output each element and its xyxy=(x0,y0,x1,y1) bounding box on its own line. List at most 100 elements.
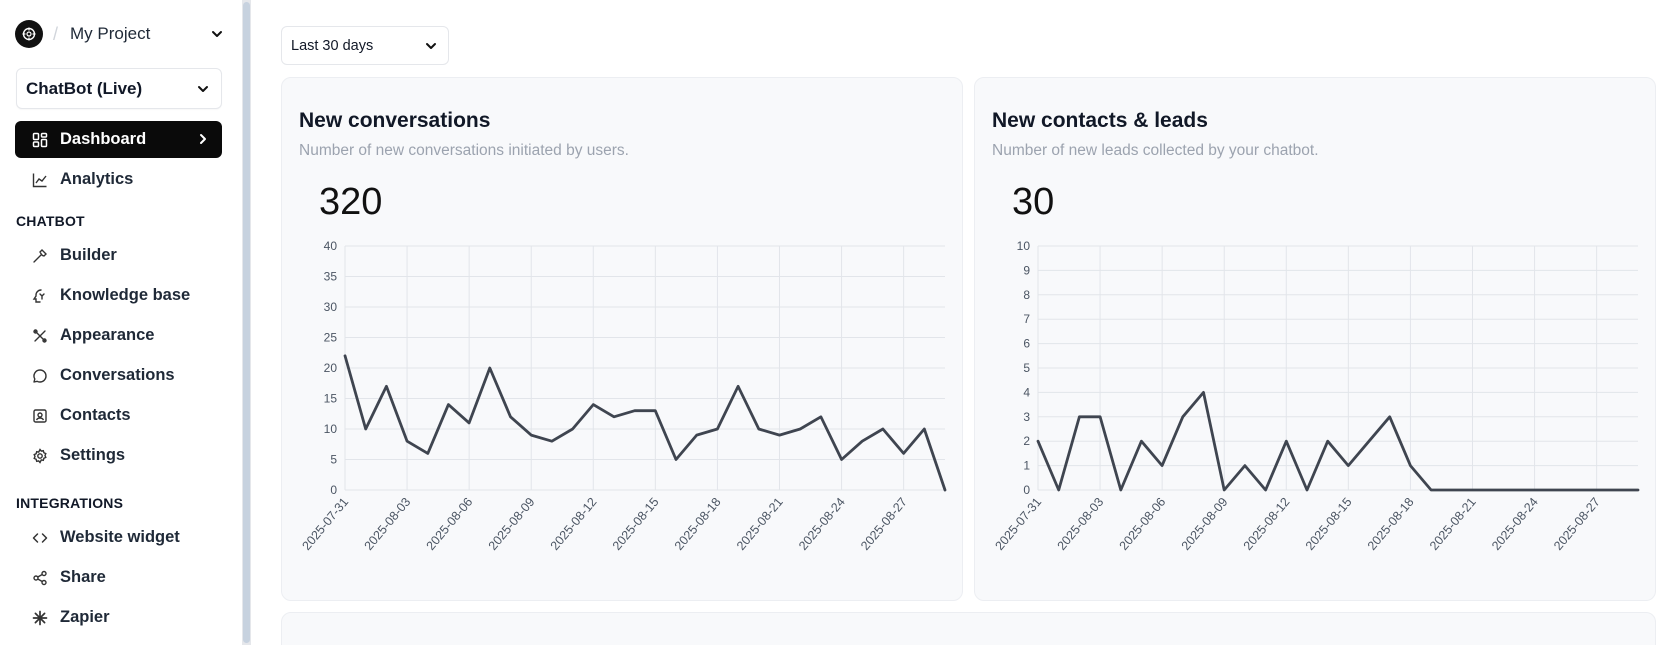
contact-card-icon xyxy=(31,407,49,425)
y-tick-label: 3 xyxy=(1023,410,1030,424)
nav-item-settings[interactable]: Settings xyxy=(15,437,222,474)
breadcrumb-separator: / xyxy=(53,23,59,44)
x-tick: 2025-08-27 xyxy=(1551,495,1603,553)
card-new-conversations: New conversations Number of new conversa… xyxy=(281,77,963,601)
nav-label: Knowledge base xyxy=(60,286,191,304)
nav-label: Dashboard xyxy=(60,130,147,148)
sidebar-scrollbar-thumb[interactable] xyxy=(243,2,250,643)
x-tick-label: 2025-08-03 xyxy=(362,495,414,553)
card-subtitle: Number of new leads collected by your ch… xyxy=(992,142,1319,159)
x-tick-label: 2025-08-15 xyxy=(1303,495,1355,553)
x-tick: 2025-08-03 xyxy=(362,495,414,553)
nav-label: Conversations xyxy=(60,366,175,384)
x-tick-label: 2025-08-15 xyxy=(610,495,662,553)
x-tick-label: 2025-08-09 xyxy=(486,495,538,553)
nav-item-share[interactable]: Share xyxy=(15,559,222,596)
nav-item-contacts[interactable]: Contacts xyxy=(15,397,222,434)
brain-icon xyxy=(31,287,49,305)
y-tick-label: 10 xyxy=(1017,239,1031,253)
x-tick-label: 2025-08-24 xyxy=(796,495,848,553)
x-tick-label: 2025-08-21 xyxy=(734,495,786,553)
x-tick-label: 2025-07-31 xyxy=(299,495,351,553)
code-icon xyxy=(31,529,49,547)
x-tick: 2025-08-15 xyxy=(610,495,662,553)
chevron-down-icon xyxy=(212,31,222,37)
x-tick-label: 2025-08-24 xyxy=(1489,495,1541,553)
x-tick-label: 2025-08-27 xyxy=(1551,495,1603,553)
dashboard-icon xyxy=(31,131,49,149)
nav-label: Settings xyxy=(60,446,126,464)
card-total: 320 xyxy=(319,181,383,223)
chevron-down-icon xyxy=(426,42,436,49)
nav-label: Website widget xyxy=(60,528,180,546)
x-tick-label: 2025-07-31 xyxy=(992,495,1044,553)
sidebar: / My Project ChatBot (Live) Dashboard An… xyxy=(0,0,242,645)
nav-item-appearance[interactable]: Appearance xyxy=(15,317,222,354)
sidebar-scrollbar[interactable] xyxy=(242,0,251,645)
project-switcher[interactable]: / My Project xyxy=(15,18,225,50)
nav-item-builder[interactable]: Builder xyxy=(15,237,222,274)
chatbot-select[interactable]: ChatBot (Live) xyxy=(16,68,222,109)
nav-item-conversations[interactable]: Conversations xyxy=(15,357,222,394)
series-line xyxy=(1036,390,1640,492)
nav-item-website-widget[interactable]: Website widget xyxy=(15,519,222,556)
nav-item-knowledge-base[interactable]: Knowledge base xyxy=(15,277,222,314)
nav-item-zapier[interactable]: Zapier xyxy=(15,599,222,636)
x-tick: 2025-08-06 xyxy=(424,495,476,553)
y-tick-label: 6 xyxy=(1023,337,1030,351)
y-tick-label: 2 xyxy=(1023,434,1030,448)
card-title: New conversations xyxy=(299,109,491,132)
chevron-right-icon xyxy=(200,134,206,144)
project-logo-icon xyxy=(15,20,43,48)
card-total: 30 xyxy=(1012,181,1055,223)
gear-icon xyxy=(31,447,49,465)
y-tick-label: 20 xyxy=(324,361,338,375)
x-tick: 2025-08-12 xyxy=(548,495,600,553)
brush-icon xyxy=(31,327,49,345)
x-tick: 2025-08-09 xyxy=(486,495,538,553)
card-bottom-partial xyxy=(281,612,1656,645)
card-new-contacts-leads: New contacts & leads Number of new leads… xyxy=(974,77,1656,601)
nav-label: Zapier xyxy=(60,608,110,626)
x-tick-label: 2025-08-09 xyxy=(1179,495,1231,553)
zapier-icon xyxy=(31,609,49,627)
x-tick: 2025-08-12 xyxy=(1241,495,1293,553)
nav-item-dashboard[interactable]: Dashboard xyxy=(15,121,222,158)
nav-label: Analytics xyxy=(60,170,134,188)
section-label-integrations: INTEGRATIONS xyxy=(16,495,124,511)
card-subtitle: Number of new conversations initiated by… xyxy=(299,142,629,159)
x-tick-label: 2025-08-21 xyxy=(1427,495,1479,553)
x-tick: 2025-08-06 xyxy=(1117,495,1169,553)
x-tick: 2025-08-27 xyxy=(858,495,910,553)
x-tick: 2025-08-21 xyxy=(1427,495,1479,553)
y-tick-label: 25 xyxy=(324,331,338,345)
section-label-chatbot: CHATBOT xyxy=(16,213,85,229)
project-name: My Project xyxy=(70,24,151,43)
hammer-icon xyxy=(31,247,49,265)
date-range-select[interactable]: Last 30 days xyxy=(281,26,449,65)
nav-label: Builder xyxy=(60,246,117,264)
x-tick: 2025-08-15 xyxy=(1303,495,1355,553)
x-tick: 2025-08-09 xyxy=(1179,495,1231,553)
x-tick-label: 2025-08-18 xyxy=(1365,495,1417,553)
nav-label: Share xyxy=(60,568,106,586)
nav-label: Contacts xyxy=(60,406,131,424)
x-tick: 2025-08-24 xyxy=(796,495,848,553)
x-tick: 2025-08-18 xyxy=(1365,495,1417,553)
x-tick-label: 2025-08-03 xyxy=(1055,495,1107,553)
nav-item-analytics[interactable]: Analytics xyxy=(15,161,222,198)
y-tick-label: 30 xyxy=(324,300,338,314)
x-tick-label: 2025-08-18 xyxy=(672,495,724,553)
x-tick-label: 2025-08-12 xyxy=(548,495,600,553)
chatbot-select-value: ChatBot (Live) xyxy=(26,78,143,98)
nav-label: Appearance xyxy=(60,326,155,344)
x-tick-label: 2025-08-27 xyxy=(858,495,910,553)
x-tick: 2025-08-03 xyxy=(1055,495,1107,553)
x-tick-label: 2025-08-12 xyxy=(1241,495,1293,553)
chevron-down-icon xyxy=(198,85,208,92)
date-range-value: Last 30 days xyxy=(291,37,374,54)
y-tick-label: 9 xyxy=(1023,263,1030,277)
series-line xyxy=(343,354,947,492)
